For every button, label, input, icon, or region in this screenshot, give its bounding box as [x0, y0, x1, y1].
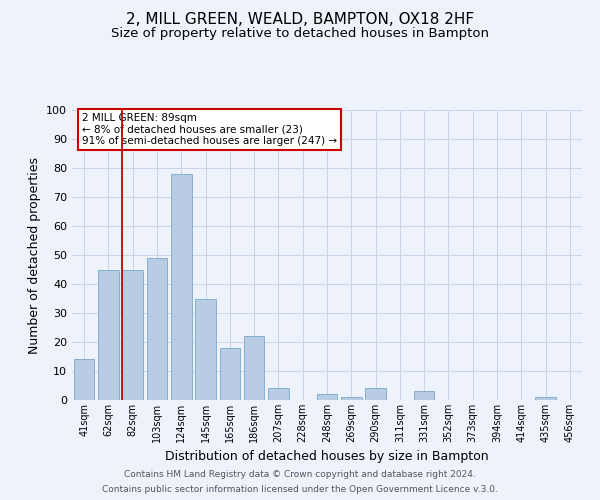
Bar: [341, 397, 362, 400]
Text: Size of property relative to detached houses in Bampton: Size of property relative to detached ho…: [111, 28, 489, 40]
Bar: [365, 388, 386, 400]
Bar: [171, 174, 191, 400]
X-axis label: Distribution of detached houses by size in Bampton: Distribution of detached houses by size …: [165, 450, 489, 464]
Text: Contains public sector information licensed under the Open Government Licence v.: Contains public sector information licen…: [102, 485, 498, 494]
Bar: [98, 270, 119, 400]
Text: 2, MILL GREEN, WEALD, BAMPTON, OX18 2HF: 2, MILL GREEN, WEALD, BAMPTON, OX18 2HF: [126, 12, 474, 28]
Bar: [146, 258, 167, 400]
Bar: [414, 392, 434, 400]
Bar: [220, 348, 240, 400]
Bar: [535, 397, 556, 400]
Bar: [268, 388, 289, 400]
Bar: [122, 270, 143, 400]
Bar: [244, 336, 265, 400]
Bar: [317, 394, 337, 400]
Bar: [195, 298, 216, 400]
Text: Contains HM Land Registry data © Crown copyright and database right 2024.: Contains HM Land Registry data © Crown c…: [124, 470, 476, 479]
Bar: [74, 360, 94, 400]
Text: 2 MILL GREEN: 89sqm
← 8% of detached houses are smaller (23)
91% of semi-detache: 2 MILL GREEN: 89sqm ← 8% of detached hou…: [82, 113, 337, 146]
Y-axis label: Number of detached properties: Number of detached properties: [28, 156, 41, 354]
